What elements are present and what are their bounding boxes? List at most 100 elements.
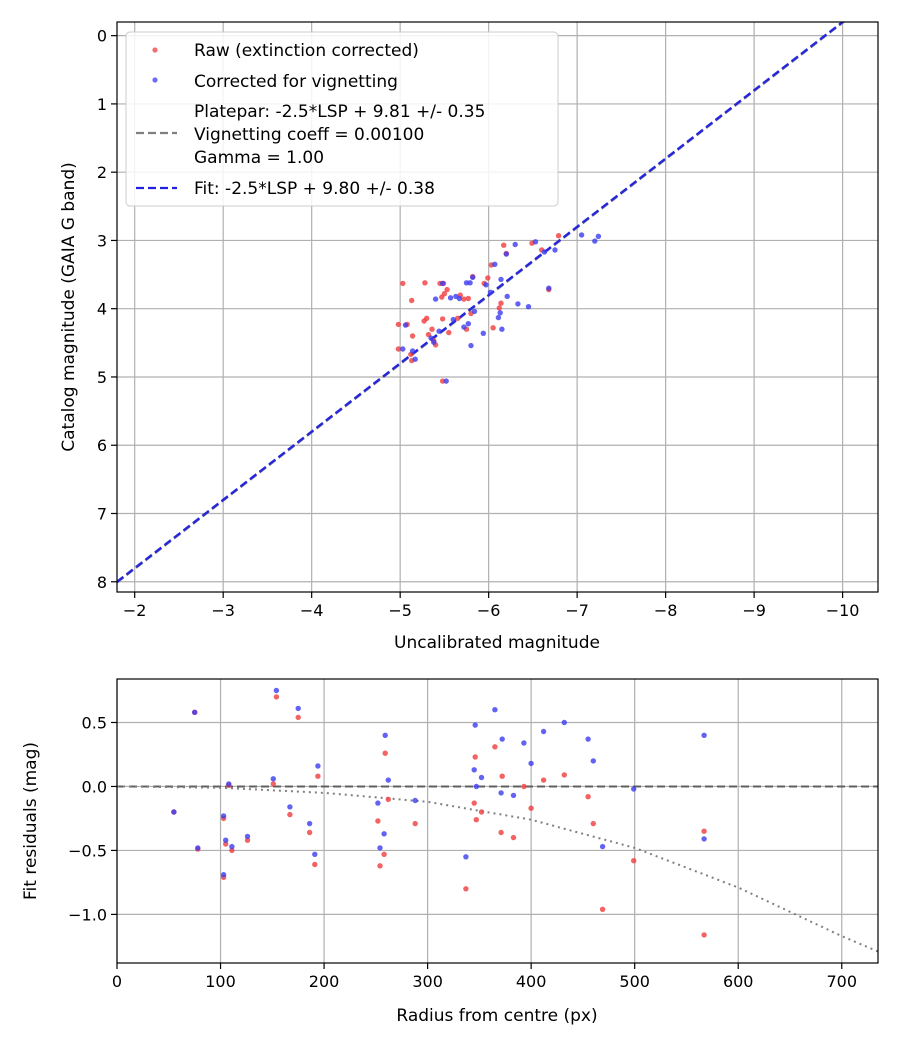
corrected-point: [306, 820, 313, 827]
corrected-point: [468, 342, 474, 349]
raw-point: [528, 805, 534, 811]
corrected-point: [599, 843, 606, 850]
corrected-point: [229, 843, 235, 850]
corrected-point: [631, 786, 637, 792]
corrected-point: [578, 232, 585, 238]
raw-point: [446, 329, 452, 336]
top-fit-lines: [117, 22, 846, 584]
legend-platepar-line1: Platepar: -2.5*LSP + 9.81 +/- 0.35: [194, 102, 485, 122]
raw-point: [395, 321, 402, 328]
raw-point: [499, 773, 505, 779]
y-tick-label: 5: [97, 368, 107, 387]
raw-point: [223, 841, 229, 847]
corrected-point: [382, 732, 388, 738]
calibration-scatter-chart: −2 −3 −4 −5 −6 −7 −8 −9 −10 0 1 2 3 4 5 6 7 8 Uncalibrat…: [59, 21, 879, 653]
corrected-point: [428, 335, 434, 341]
raw-point: [455, 315, 461, 321]
corrected-point: [195, 845, 201, 851]
raw-point: [439, 316, 446, 322]
corrected-point: [456, 295, 463, 302]
corrected-point: [465, 321, 471, 327]
raw-point: [422, 280, 428, 286]
bottom-grid: [116, 679, 878, 963]
raw-point: [244, 837, 251, 843]
raw-point: [409, 333, 416, 339]
corrected-point: [592, 238, 598, 244]
corrected-point: [287, 804, 293, 810]
corrected-point: [461, 324, 467, 330]
corrected-point: [463, 854, 469, 860]
corrected-point: [552, 247, 558, 253]
corrected-point: [498, 790, 504, 796]
top-x-axis-label: Uncalibrated magnitude: [394, 633, 600, 653]
raw-point: [492, 744, 498, 750]
corrected-point: [412, 797, 418, 804]
raw-point: [496, 305, 502, 311]
raw-point: [555, 233, 562, 239]
corrected-point: [521, 740, 527, 746]
x-tick-label: 400: [516, 972, 547, 991]
top-y-ticks: 0 1 2 3 4 5 6 7 8: [97, 27, 117, 592]
corrected-point: [498, 276, 504, 283]
corrected-point: [487, 289, 494, 295]
bottom-reference-lines: [117, 785, 878, 953]
legend-platepar-line3: Gamma = 1.00: [194, 148, 324, 168]
x-tick-label: −8: [654, 601, 678, 620]
corrected-point: [473, 783, 479, 790]
raw-point: [521, 783, 527, 790]
x-tick-label: −10: [826, 601, 860, 620]
raw-point: [472, 754, 478, 760]
raw-point: [463, 886, 469, 892]
raw-point: [701, 932, 707, 938]
legend-raw-marker: [152, 47, 158, 53]
corrected-point: [499, 326, 505, 332]
residuals-scatter-chart: 0 100 200 300 400 500 600 700 0.5 0.0 −0.5 −1.0 Ra…: [21, 678, 879, 1026]
raw-point: [498, 829, 504, 836]
bottom-x-axis-label: Radius from centre (px): [396, 1006, 597, 1026]
y-tick-label: −0.5: [68, 841, 107, 860]
x-tick-label: 300: [412, 972, 443, 991]
y-tick-label: 2: [97, 163, 107, 182]
top-x-ticks: −2 −3 −4 −5 −6 −7 −8 −9 −10: [123, 592, 860, 620]
y-tick-label: 8: [97, 573, 107, 592]
top-y-axis-label: Catalog magnitude (GAIA G band): [59, 162, 79, 452]
corrected-point: [492, 707, 498, 713]
raw-point: [473, 817, 479, 823]
x-tick-label: −5: [388, 601, 412, 620]
raw-point: [561, 772, 567, 778]
x-tick-label: −2: [123, 601, 147, 620]
corrected-point: [409, 348, 416, 354]
corrected-point: [171, 809, 177, 815]
corrected-point: [402, 322, 409, 328]
bottom-plot-frame: [116, 678, 879, 964]
legend-platepar-line2: Vignetting coeff = 0.00100: [194, 125, 424, 145]
corrected-point: [546, 285, 552, 291]
corrected-point: [244, 833, 251, 840]
corrected-point: [270, 776, 276, 782]
bottom-points: [171, 687, 707, 938]
corrected-point: [495, 314, 502, 321]
legend-raw-label: Raw (extinction corrected): [194, 41, 419, 61]
raw-point: [540, 777, 547, 783]
raw-point: [400, 280, 406, 287]
raw-point: [287, 811, 293, 818]
corrected-point: [504, 293, 510, 300]
bottom-y-ticks: 0.5 0.0 −0.5 −1.0: [68, 713, 117, 924]
raw-point: [590, 820, 596, 827]
x-tick-label: 200: [309, 972, 340, 991]
bottom-y-axis-label: Fit residuals (mag): [21, 742, 41, 900]
raw-point: [599, 906, 606, 912]
raw-point: [395, 346, 402, 352]
raw-point: [461, 296, 467, 302]
corrected-point: [467, 280, 473, 286]
corrected-point: [385, 777, 391, 783]
x-tick-label: −9: [742, 601, 766, 620]
corrected-point: [585, 736, 591, 742]
corrected-point: [590, 758, 596, 764]
corrected-point: [525, 304, 532, 310]
raw-point: [375, 818, 381, 824]
corrected-point: [450, 316, 456, 323]
y-tick-label: 0: [97, 27, 107, 46]
corrected-point: [499, 736, 505, 742]
x-tick-label: −7: [565, 601, 589, 620]
